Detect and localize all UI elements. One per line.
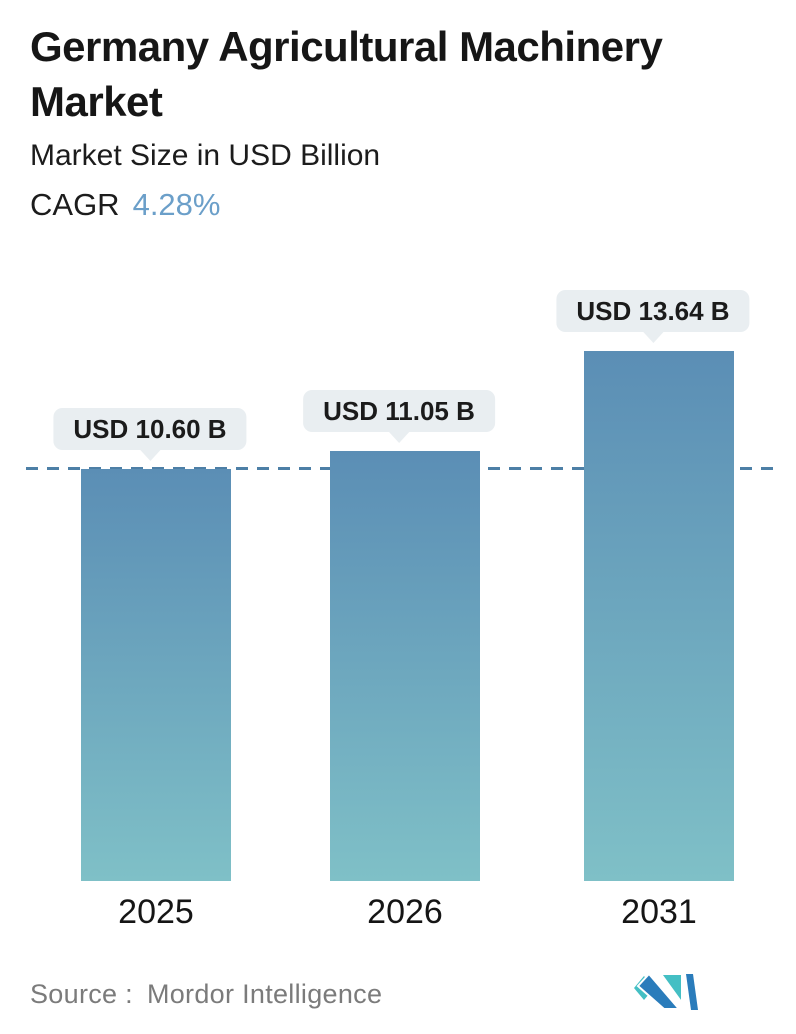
callout-tail	[642, 330, 664, 343]
callout-tail	[139, 448, 161, 461]
x-label-2025: 2025	[118, 893, 194, 931]
bar-2031	[584, 350, 734, 881]
bar-2026	[330, 451, 480, 881]
callout-tail	[388, 431, 410, 444]
value-callout-2026: USD 11.05 B	[303, 390, 495, 444]
x-label-2026: 2026	[367, 893, 443, 931]
cagr-value: 4.28%	[132, 187, 221, 222]
source-value: Mordor Intelligence	[146, 979, 383, 1009]
mordor-intelligence-logo	[634, 973, 698, 1010]
bar-2025	[81, 468, 231, 881]
x-label-2031: 2031	[621, 893, 697, 931]
source-label: Source :	[30, 979, 133, 1009]
cagr-label: CAGR	[30, 187, 120, 222]
value-callout-2031: USD 13.64 B	[556, 289, 750, 343]
source-note: Source : Mordor Intelligence	[30, 979, 382, 1010]
cagr-row: CAGR 4.28%	[30, 187, 220, 223]
value-callout-2025: USD 10.60 B	[53, 407, 247, 461]
page-title: Germany Agricultural Machinery Market	[30, 23, 663, 125]
chart-subtitle: Market Size in USD Billion	[30, 139, 381, 172]
